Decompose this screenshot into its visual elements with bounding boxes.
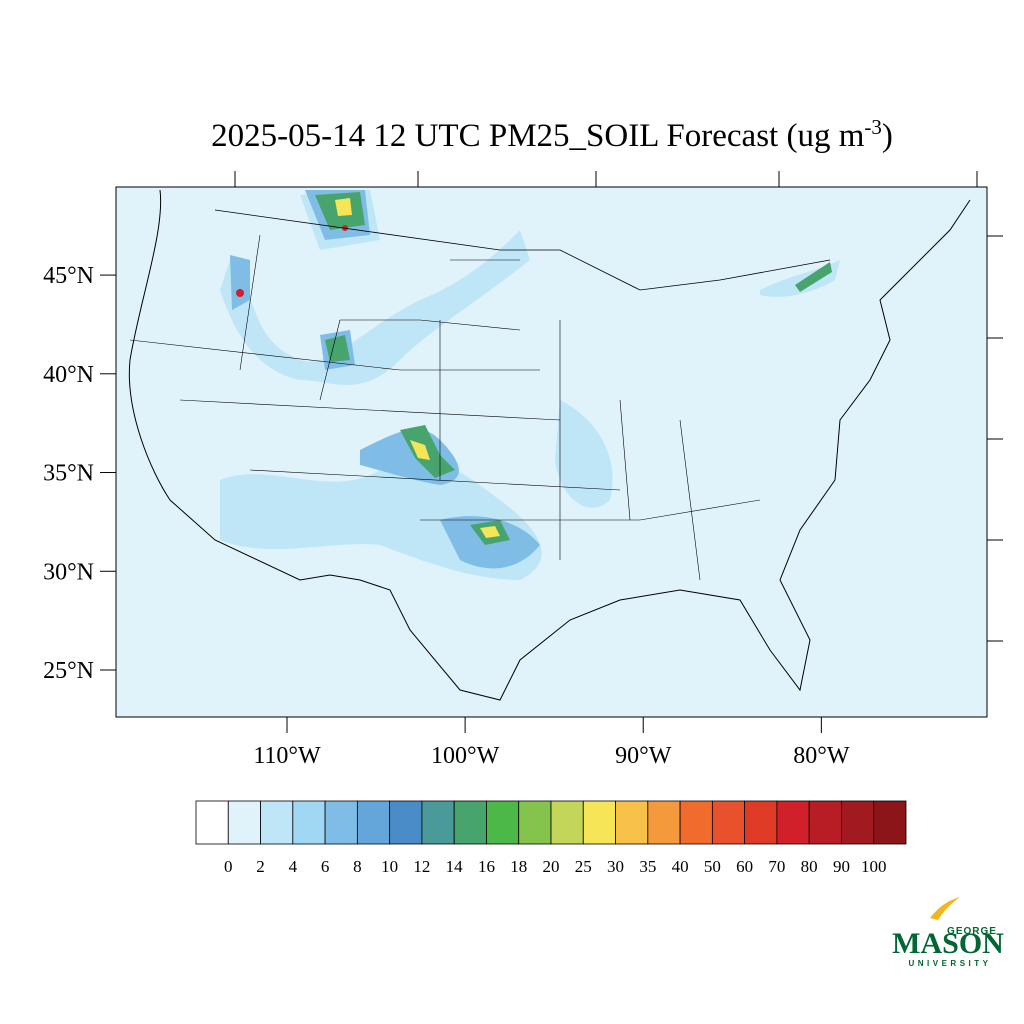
map-panel [115, 171, 1003, 718]
plume-peak [335, 198, 500, 538]
colorbar-label: 90 [833, 857, 850, 876]
colorbar-box [195, 800, 229, 845]
colorbar-label: 70 [768, 857, 785, 876]
colorbar-box [260, 800, 294, 845]
logo-bottom: UNIVERSITY [908, 959, 991, 968]
colorbar-label: 2 [256, 857, 265, 876]
lat-tick-label: 25°N [43, 658, 94, 684]
colorbar-label: 35 [639, 857, 656, 876]
colorbar-box [550, 800, 584, 845]
logo-top: GEORGE [947, 926, 997, 937]
colorbar-box [518, 800, 552, 845]
colorbar-box [453, 800, 487, 845]
colorbar-label: 6 [321, 857, 330, 876]
lon-tick-label: 110°W [253, 743, 321, 769]
colorbar-box [324, 800, 358, 845]
colorbar-label: 25 [575, 857, 592, 876]
lon-tick-label: 100°W [431, 743, 500, 769]
colorbar-label: 12 [413, 857, 430, 876]
lat-tick-label: 35°N [43, 461, 94, 487]
boundaries [128, 189, 971, 701]
colorbar-label: 8 [353, 857, 362, 876]
colorbar-label: 50 [704, 857, 721, 876]
colorbar-box [582, 800, 616, 845]
colorbar-box [615, 800, 649, 845]
colorbar-box [389, 800, 423, 845]
colorbar-box [841, 800, 875, 845]
colorbar-box [647, 800, 681, 845]
colorbar-label: 10 [381, 857, 398, 876]
colorbar-label: 18 [510, 857, 527, 876]
lon-tick-label: 90°W [615, 743, 672, 769]
colorbar-box [808, 800, 842, 845]
colorbar-label: 60 [736, 857, 753, 876]
colorbar: 0 2 4 6 8 10 12 14 16 18 20 25 30 35 40 50 60 70 80 90 100 [195, 800, 907, 876]
map-frame [115, 186, 988, 718]
colorbar-box [679, 800, 713, 845]
colorbar-label: 14 [446, 857, 464, 876]
colorbar-label: 80 [801, 857, 818, 876]
colorbar-box [292, 800, 326, 845]
colorbar-box [873, 800, 907, 845]
frame-ticks [234, 171, 1003, 642]
colorbar-box [744, 800, 778, 845]
lat-tick-label: 40°N [43, 362, 94, 388]
colorbar-label: 40 [672, 857, 689, 876]
colorbar-label: 20 [543, 857, 560, 876]
logo: GEORGE MASON UNIVERSITY [892, 897, 1004, 968]
colorbar-label: 0 [224, 857, 233, 876]
axis-ticks: 45°N 40°N 35°N 30°N 25°N 110°W 100°W 90°W 80°W [43, 263, 850, 769]
title: 2025-05-14 12 UTC PM25_SOIL Forecast (ug… [211, 115, 893, 154]
colorbar-box [421, 800, 455, 845]
colorbar-label: 30 [607, 857, 624, 876]
colorbar-label: 16 [478, 857, 495, 876]
colorbar-box [486, 800, 520, 845]
colorbar-box [356, 800, 391, 845]
colorbar-label: 100 [861, 857, 887, 876]
colorbar-box [776, 800, 810, 845]
map-background [116, 187, 987, 717]
title-text: 2025-05-14 12 UTC PM25_SOIL Forecast (ug… [211, 118, 865, 154]
colorbar-label: 4 [289, 857, 298, 876]
lat-tick-label: 30°N [43, 559, 94, 585]
title-superscript: -3 [864, 115, 882, 139]
lon-tick-label: 80°W [793, 743, 850, 769]
colorbar-box [227, 800, 261, 845]
lat-tick-label: 45°N [43, 263, 94, 289]
logo-main: MASON [892, 927, 1004, 960]
title-suffix: ) [882, 118, 893, 154]
colorbar-box [711, 800, 746, 845]
